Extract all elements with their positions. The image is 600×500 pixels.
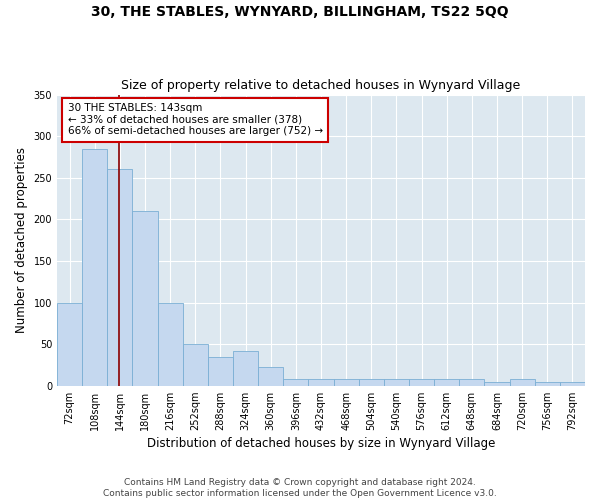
Bar [133, 211, 158, 386]
Bar [409, 379, 434, 386]
Y-axis label: Number of detached properties: Number of detached properties [15, 147, 28, 333]
Title: Size of property relative to detached houses in Wynyard Village: Size of property relative to detached ho… [121, 79, 521, 92]
Bar [57, 302, 82, 386]
Bar [258, 368, 283, 386]
Bar [183, 344, 208, 386]
Bar [535, 382, 560, 386]
Bar [359, 379, 384, 386]
Bar [459, 379, 484, 386]
Bar [283, 379, 308, 386]
Bar [308, 379, 334, 386]
Bar [208, 356, 233, 386]
Text: 30, THE STABLES, WYNYARD, BILLINGHAM, TS22 5QQ: 30, THE STABLES, WYNYARD, BILLINGHAM, TS… [91, 5, 509, 19]
Bar [158, 302, 183, 386]
Bar [434, 379, 459, 386]
Text: 30 THE STABLES: 143sqm
← 33% of detached houses are smaller (378)
66% of semi-de: 30 THE STABLES: 143sqm ← 33% of detached… [68, 104, 323, 136]
Bar [334, 379, 359, 386]
Bar [82, 148, 107, 386]
Text: Contains HM Land Registry data © Crown copyright and database right 2024.
Contai: Contains HM Land Registry data © Crown c… [103, 478, 497, 498]
Bar [560, 382, 585, 386]
Bar [233, 351, 258, 386]
X-axis label: Distribution of detached houses by size in Wynyard Village: Distribution of detached houses by size … [147, 437, 495, 450]
Bar [484, 382, 509, 386]
Bar [107, 170, 133, 386]
Bar [509, 379, 535, 386]
Bar [384, 379, 409, 386]
